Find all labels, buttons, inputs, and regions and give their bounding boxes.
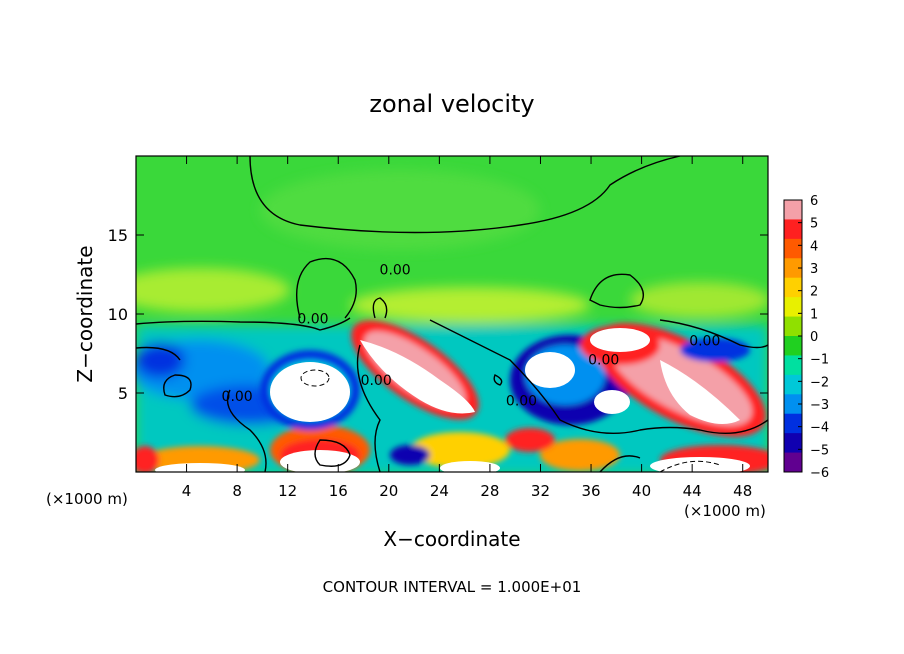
contour-label: 0.00 (297, 311, 328, 327)
contour-label: 0.00 (380, 263, 411, 279)
contour-label: 0.00 (506, 394, 537, 410)
contour-label: 0.00 (361, 373, 392, 389)
y-axis-label: Z−coordinate (73, 245, 97, 382)
contour-interval: CONTOUR INTERVAL = 1.000E+01 (323, 578, 582, 596)
y-tick-label: 15 (108, 226, 128, 245)
y-axis: 5 10 15 (108, 226, 768, 403)
plot-area: 0.00 0.00 0.00 0.00 0.00 0.00 0.00 (136, 156, 768, 472)
colorbar-swatch (784, 433, 802, 454)
x-tick-label: 28 (480, 482, 499, 500)
contour-label: 0.00 (222, 389, 253, 405)
colorbar-tick-label: −2 (810, 375, 829, 390)
x-tick-label: 20 (379, 482, 398, 500)
x-unit-right: (×1000 m) (684, 502, 766, 520)
colorbar-swatch (784, 413, 802, 434)
colorbar-swatch (784, 316, 802, 337)
colorbar-tick-label: −5 (810, 443, 829, 458)
x-unit-left: (×1000 m) (46, 490, 128, 508)
colorbar-swatch (784, 355, 802, 376)
colorbar-tick-label: 2 (810, 285, 818, 300)
colorbar-swatch (784, 336, 802, 356)
colorbar-swatch (784, 394, 802, 415)
colorbar-tick-label: −3 (810, 398, 829, 413)
colorbar-swatch (784, 297, 802, 318)
colorbar-tick-label: −4 (810, 421, 829, 436)
colorbar-tick-label: 0 (810, 330, 818, 345)
contour-label: 0.00 (588, 353, 619, 369)
colorbar-swatch (784, 374, 802, 395)
contour-label: 0.00 (689, 334, 720, 350)
y-tick-label: 10 (108, 305, 128, 324)
x-tick-label: 44 (683, 482, 702, 500)
colorbar: 6 5 4 3 2 1 0 −1 −2 −3 −4 −5 −6 (783, 194, 829, 481)
x-tick-label: 12 (278, 482, 297, 500)
colorbar-tick-label: 1 (810, 307, 818, 322)
colorbar-swatch (784, 258, 802, 279)
colorbar-swatch (784, 238, 802, 259)
x-tick-label: 8 (232, 482, 242, 500)
x-tick-label: 48 (733, 482, 752, 500)
colorbar-tick-label: 5 (810, 217, 818, 232)
colorbar-tick-label: 4 (810, 239, 818, 254)
x-axis-label: X−coordinate (383, 527, 520, 551)
x-tick-label: 24 (430, 482, 449, 500)
colorbar-tick-label: 3 (810, 262, 818, 277)
x-tick-label: 32 (531, 482, 550, 500)
x-tick-label: 40 (632, 482, 651, 500)
x-axis: 4 8 12 16 20 24 28 32 36 40 44 48 (182, 156, 752, 500)
colorbar-tick-label: −1 (810, 353, 829, 368)
colorbar-swatch (784, 277, 802, 298)
colorbar-tick-label: 6 (810, 194, 818, 209)
chart-title: zonal velocity (369, 90, 534, 118)
x-tick-label: 4 (182, 482, 192, 500)
colorbar-swatch (784, 452, 802, 473)
colorbar-tick-label: −6 (810, 466, 829, 481)
colorbar-swatch (784, 219, 802, 240)
y-tick-label: 5 (118, 384, 128, 403)
x-tick-label: 16 (329, 482, 348, 500)
x-tick-label: 36 (581, 482, 600, 500)
colorbar-swatch (784, 200, 802, 220)
